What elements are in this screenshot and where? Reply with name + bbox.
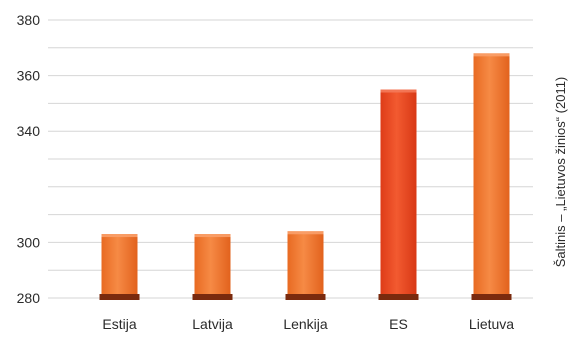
bar-latvija: [192, 234, 233, 300]
x-tick-label: Lenkija: [283, 316, 328, 332]
bar-base: [285, 294, 326, 300]
bar-lietuva: [471, 53, 512, 300]
x-tick-label: Latvija: [192, 316, 233, 332]
bar-top-highlight: [380, 89, 417, 93]
y-tick-label: 280: [17, 290, 41, 306]
y-axis-ticks: 280 300 340 360 380: [17, 12, 41, 306]
bar-top-highlight: [101, 234, 138, 238]
bar: [101, 234, 138, 298]
bar-estija: [99, 234, 140, 300]
y-tick-label: 360: [17, 68, 41, 84]
bar: [473, 53, 510, 298]
bar: [287, 231, 324, 298]
bar-top-highlight: [287, 231, 324, 235]
bar-base: [378, 294, 419, 300]
bar-base: [192, 294, 233, 300]
y-tick-label: 340: [17, 123, 41, 139]
bar-lenkija: [285, 231, 326, 300]
bar-base: [99, 294, 140, 300]
bars: [99, 53, 512, 300]
bar: [380, 89, 417, 298]
bar-es: [378, 89, 419, 300]
bar-base: [471, 294, 512, 300]
bar-top-highlight: [473, 53, 510, 57]
bar-top-highlight: [194, 234, 231, 238]
y-tick-label: 300: [17, 234, 41, 250]
bar: [194, 234, 231, 298]
x-axis-ticks: Estija Latvija Lenkija ES Lietuva: [102, 316, 514, 332]
y-tick-label: 380: [17, 12, 41, 28]
x-tick-label: Estija: [102, 316, 136, 332]
x-tick-label: Lietuva: [469, 316, 514, 332]
source-note: Šaltinis – „Lietuvos žinios“ (2011): [553, 77, 568, 268]
x-tick-label: ES: [389, 316, 408, 332]
